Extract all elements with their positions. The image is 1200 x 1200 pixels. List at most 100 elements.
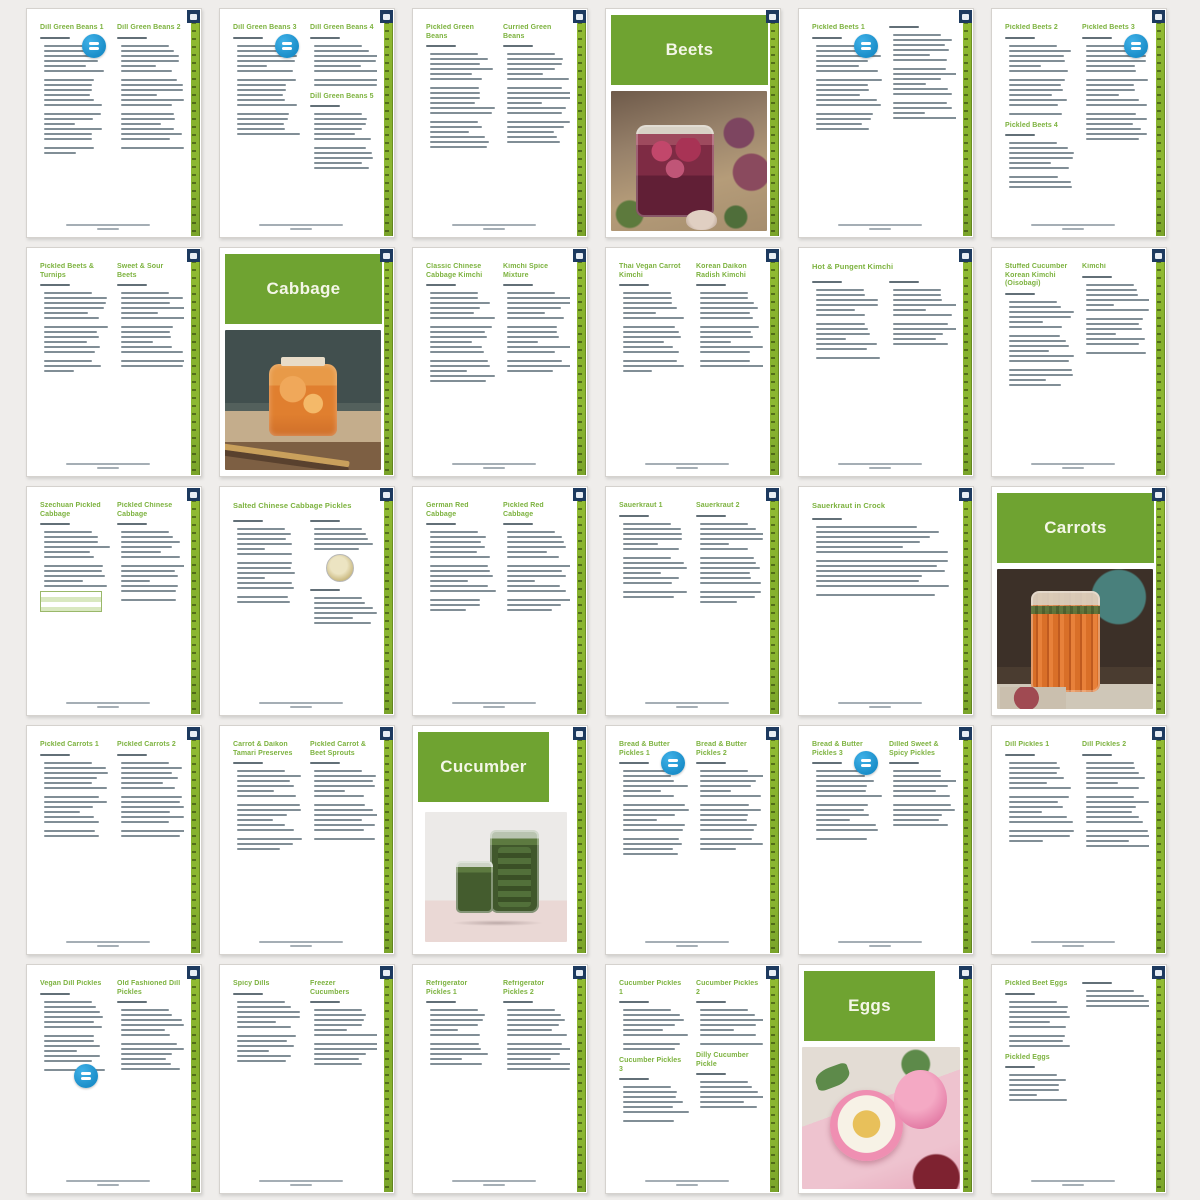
right-column: Kimchi Spice Mixture <box>503 263 570 389</box>
recipe-block: Dill Pickles 2 <box>1082 741 1149 847</box>
span-blocks: Salted Chinese Cabbage Pickles <box>233 502 377 511</box>
page-thumbnail-26[interactable]: Spicy Dills Freezer Cucumbers <box>219 964 395 1194</box>
meta-line <box>426 45 456 47</box>
meta-line <box>619 1078 649 1080</box>
text-columns: Pickled Beets & Turnips Sweet & Sour Beet… <box>40 263 184 379</box>
left-column: Dill Green Beans 1 <box>40 24 106 161</box>
jar-icon <box>959 727 972 740</box>
text-columns: Carrot & Daikon Tamari Preserves Pickled … <box>233 741 377 857</box>
page-thumbnail-15[interactable]: German Red Cabbage Pickled Red Cabbage <box>412 486 588 716</box>
page-footer <box>606 1180 768 1186</box>
recipe-title: Dill Green Beans 3 <box>233 24 297 31</box>
text-lines <box>1082 990 1149 1007</box>
recipe-title: Pickled Carrots 2 <box>117 741 176 748</box>
page-thumbnail-14[interactable]: Salted Chinese Cabbage Pickles <box>219 486 395 716</box>
text-lines <box>40 531 110 587</box>
recipe-title: Dill Pickles 1 <box>1005 741 1050 748</box>
text-lines <box>426 292 495 382</box>
page-thumbnail-4[interactable]: Beets <box>605 8 781 238</box>
text-lines <box>233 527 299 603</box>
page-thumbnail-24[interactable]: Dill Pickles 1 Dill Pickles 2 <box>991 725 1167 955</box>
text-lines <box>310 596 377 624</box>
text-lines <box>696 1009 763 1045</box>
text-lines <box>503 1009 570 1070</box>
page-thumbnail-10[interactable]: Thai Vegan Carrot Kimchi Korean Daikon Ra… <box>605 247 781 477</box>
page-thumbnail-2[interactable]: Dill Green Beans 3 Dill Green Beans 4 Dill… <box>219 8 395 238</box>
recipe-title: Dill Green Beans 5 <box>310 92 374 100</box>
recipe-title: Thai Vegan Carrot Kimchi <box>619 263 681 279</box>
page-content: Spicy Dills Freezer Cucumbers <box>233 980 377 1173</box>
section-banner: Carrots <box>997 493 1154 563</box>
page-content: Pickled Beet Eggs Pickled Eggs <box>1005 980 1149 1173</box>
page-thumbnail-3[interactable]: Pickled Green Beans Curried Green Beans <box>412 8 588 238</box>
page-thumbnail-5[interactable]: Pickled Beets 1 <box>798 8 974 238</box>
page-thumbnail-27[interactable]: Refrigerator Pickles 1 Refrigerator Pickl… <box>412 964 588 1194</box>
left-column: Bread & Butter Pickles 3 <box>812 741 882 847</box>
section-title: Beets <box>665 40 714 59</box>
page-thumbnail-7[interactable]: Pickled Beets & Turnips Sweet & Sour Beet… <box>26 247 202 477</box>
page-thumbnail-11[interactable]: Hot & Pungent Kimchi <box>798 247 974 477</box>
ruler-strip <box>577 10 586 236</box>
recipe-block <box>310 519 376 582</box>
right-column: Pickled Carrot & Beet Sprouts <box>310 741 377 857</box>
page-thumbnail-9[interactable]: Classic Chinese Cabbage Kimchi Kimchi Spi… <box>412 247 588 477</box>
recipe-title: Sauerkraut 1 <box>619 502 663 509</box>
page-content: Stuffed Cucumber Korean Kimchi (Oisobagi… <box>1005 263 1149 456</box>
page-content: German Red Cabbage Pickled Red Cabbage <box>426 502 570 695</box>
page-footer <box>413 463 575 469</box>
page-thumbnail-20[interactable]: Carrot & Daikon Tamari Preserves Pickled … <box>219 725 395 955</box>
left-column <box>812 279 880 366</box>
page-thumbnail-30[interactable]: Pickled Beet Eggs Pickled Eggs <box>991 964 1167 1194</box>
page-thumbnail-28[interactable]: Cucumber Pickles 1 Cucumber Pickles 3 Cucu… <box>605 964 781 1194</box>
ruler-strip <box>384 10 393 236</box>
meta-line <box>889 26 919 28</box>
ruler-strip <box>191 488 200 714</box>
text-lines <box>40 44 106 154</box>
recipe-title: Cucumber Pickles 3 <box>619 1057 682 1073</box>
section-title: Carrots <box>1044 518 1107 537</box>
left-column: Thai Vegan Carrot Kimchi <box>619 263 685 379</box>
right-column: Kimchi <box>1082 263 1149 393</box>
text-lines <box>233 770 302 850</box>
ruler-strip <box>770 249 779 475</box>
page-footer <box>413 1180 575 1186</box>
page-thumbnail-17[interactable]: Sauerkraut in Crock <box>798 486 974 716</box>
ruler-strip <box>1156 727 1165 953</box>
page-thumbnail-8[interactable]: Cabbage <box>219 247 395 477</box>
recipe-block <box>310 588 377 624</box>
equals-badge-icon <box>1124 34 1148 58</box>
text-columns: Dill Green Beans 3 Dill Green Beans 4 Dill… <box>233 24 377 176</box>
page-footer <box>220 1180 382 1186</box>
page-content: Hot & Pungent Kimchi <box>812 263 956 456</box>
text-columns: Pickled Carrots 1 Pickled Carrots 2 <box>40 741 184 844</box>
ruler-strip <box>384 727 393 953</box>
recipe-title: German Red Cabbage <box>426 502 469 518</box>
left-column: Cucumber Pickles 1 Cucumber Pickles 3 <box>619 980 689 1129</box>
right-column: Pickled Chinese Cabbage <box>117 502 184 619</box>
page-thumbnail-18[interactable]: Carrots <box>991 486 1167 716</box>
page-footer <box>606 702 768 708</box>
jar-icon <box>187 10 200 23</box>
left-column: Pickled Beets 2 Pickled Beets 4 <box>1005 24 1074 195</box>
page-thumbnail-23[interactable]: Bread & Butter Pickles 3 Dilled Sweet & S… <box>798 725 974 955</box>
jar-icon <box>766 966 779 979</box>
page-footer <box>799 224 961 230</box>
page-footer <box>27 941 189 947</box>
recipe-title: Kimchi Spice Mixture <box>503 263 549 279</box>
recipe-title: Freezer Cucumbers <box>310 980 350 996</box>
page-thumbnail-29[interactable]: Eggs <box>798 964 974 1194</box>
page-thumbnail-6[interactable]: Pickled Beets 2 Pickled Beets 4 Pickled Be… <box>991 8 1167 238</box>
page-thumbnail-25[interactable]: Vegan Dill Pickles Old Fashioned Dill Pic… <box>26 964 202 1194</box>
page-thumbnail-22[interactable]: Bread & Butter Pickles 1 Bread & Butter P… <box>605 725 781 955</box>
page-thumbnail-21[interactable]: Cucumber <box>412 725 588 955</box>
ruler-strip <box>963 966 972 1192</box>
page-thumbnail-12[interactable]: Stuffed Cucumber Korean Kimchi (Oisobagi… <box>991 247 1167 477</box>
recipe-title: Cucumber Pickles 1 <box>619 980 682 996</box>
page-thumbnail-19[interactable]: Pickled Carrots 1 Pickled Carrots 2 <box>26 725 202 955</box>
text-lines <box>117 761 184 837</box>
page-thumbnail-16[interactable]: Sauerkraut 1 Sauerkraut 2 <box>605 486 781 716</box>
recipe-block <box>812 280 880 359</box>
page-thumbnail-1[interactable]: Dill Green Beans 1 Dill Green Beans 2 <box>26 8 202 238</box>
page-thumbnail-13[interactable]: Szechuan Pickled Cabbage Pickled Chinese … <box>26 486 202 716</box>
page-content: Bread & Butter Pickles 3 Dilled Sweet & S… <box>812 741 956 934</box>
